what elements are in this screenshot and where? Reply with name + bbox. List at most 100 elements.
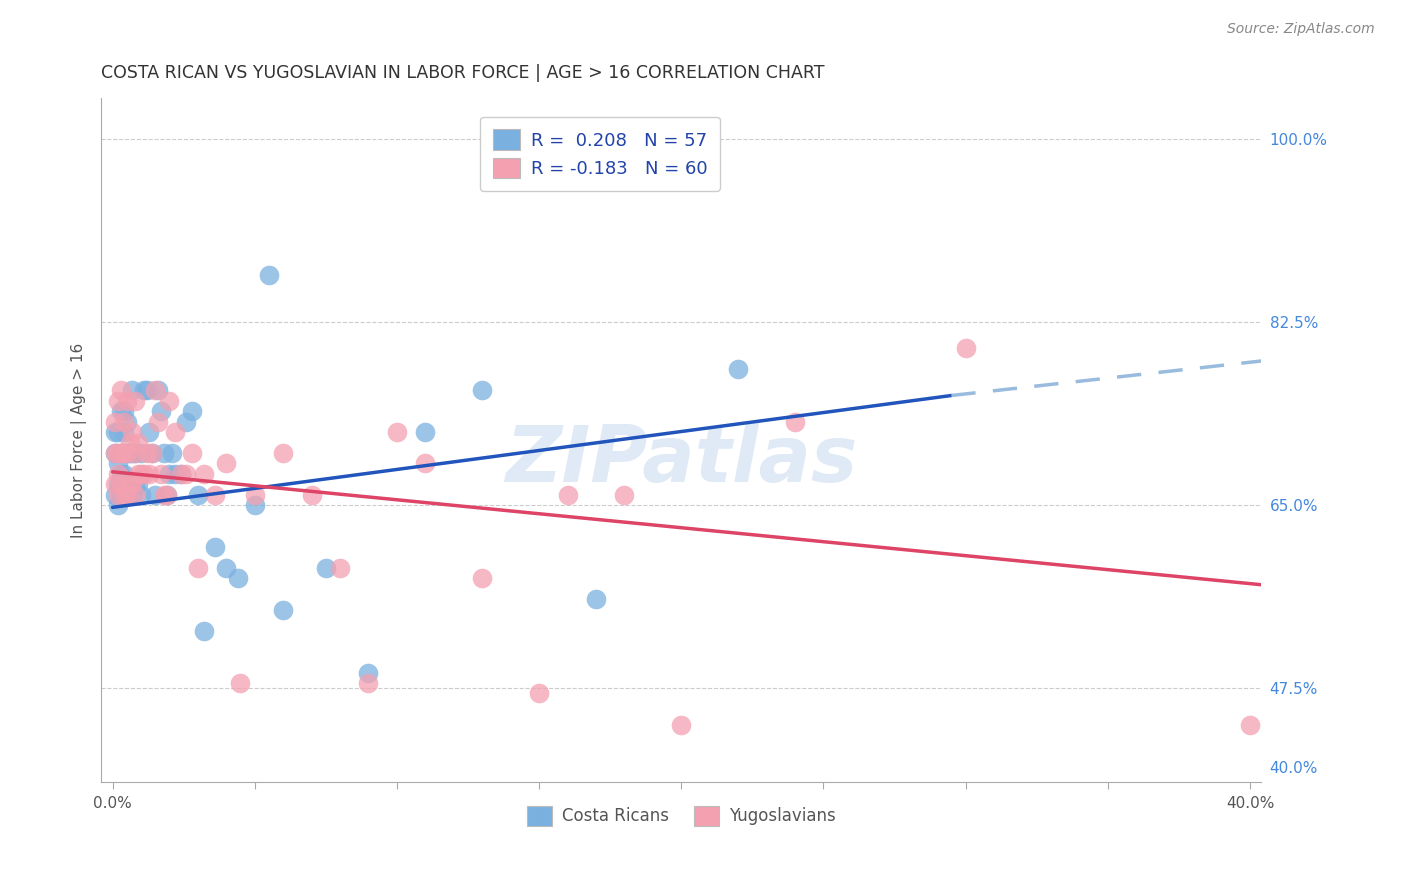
Point [170, 467, 193, 481]
Point [146, 415, 169, 429]
Point [112, 404, 135, 418]
Point [121, 477, 143, 491]
Point [107, 467, 129, 481]
Point [415, 425, 437, 439]
Point [110, 404, 132, 418]
Point [107, 393, 129, 408]
Point [671, 718, 693, 732]
Point [112, 446, 135, 460]
Point [193, 624, 215, 638]
Point [271, 446, 294, 460]
Point [471, 384, 494, 398]
Point [146, 384, 169, 398]
Point [165, 467, 187, 481]
Y-axis label: In Labor Force | Age > 16: In Labor Force | Age > 16 [72, 343, 87, 538]
Point [104, 477, 127, 491]
Point [115, 393, 138, 408]
Point [138, 467, 160, 481]
Point [155, 488, 177, 502]
Point [115, 415, 138, 429]
Point [301, 488, 323, 502]
Point [118, 446, 141, 460]
Point [204, 488, 226, 502]
Point [121, 488, 143, 502]
Point [132, 384, 155, 398]
Point [165, 425, 187, 439]
Point [124, 477, 146, 491]
Point [243, 498, 266, 512]
Point [118, 477, 141, 491]
Point [110, 384, 132, 398]
Point [115, 488, 138, 502]
Point [152, 446, 174, 460]
Legend: Costa Ricans, Yugoslavians: Costa Ricans, Yugoslavians [520, 799, 842, 832]
Point [357, 665, 380, 680]
Point [160, 446, 183, 460]
Point [124, 446, 146, 460]
Point [127, 435, 149, 450]
Point [149, 467, 172, 481]
Point [104, 415, 127, 429]
Point [135, 446, 157, 460]
Point [415, 457, 437, 471]
Point [215, 561, 238, 575]
Point [271, 603, 294, 617]
Point [176, 415, 198, 429]
Point [129, 446, 152, 460]
Point [226, 572, 249, 586]
Point [112, 415, 135, 429]
Text: COSTA RICAN VS YUGOSLAVIAN IN LABOR FORCE | AGE > 16 CORRELATION CHART: COSTA RICAN VS YUGOSLAVIAN IN LABOR FORC… [101, 64, 825, 82]
Point [118, 435, 141, 450]
Point [129, 467, 152, 481]
Point [527, 686, 550, 700]
Point [107, 425, 129, 439]
Point [107, 477, 129, 491]
Point [141, 446, 163, 460]
Point [193, 467, 215, 481]
Point [110, 477, 132, 491]
Point [127, 477, 149, 491]
Point [585, 592, 607, 607]
Point [112, 467, 135, 481]
Point [127, 467, 149, 481]
Point [613, 488, 636, 502]
Point [104, 446, 127, 460]
Text: Source: ZipAtlas.com: Source: ZipAtlas.com [1227, 22, 1375, 37]
Point [170, 467, 193, 481]
Point [176, 467, 198, 481]
Point [315, 561, 337, 575]
Point [121, 384, 143, 398]
Point [132, 467, 155, 481]
Point [107, 446, 129, 460]
Point [471, 572, 494, 586]
Point [187, 561, 209, 575]
Point [124, 488, 146, 502]
Point [152, 488, 174, 502]
Point [385, 425, 408, 439]
Point [121, 446, 143, 460]
Point [187, 488, 209, 502]
Point [118, 477, 141, 491]
Point [112, 488, 135, 502]
Point [955, 342, 977, 356]
Point [181, 446, 204, 460]
Point [257, 268, 280, 283]
Point [329, 561, 352, 575]
Point [107, 457, 129, 471]
Point [155, 488, 177, 502]
Point [357, 676, 380, 690]
Point [557, 488, 579, 502]
Point [1239, 718, 1261, 732]
Point [181, 404, 204, 418]
Point [104, 446, 127, 460]
Point [104, 488, 127, 502]
Point [157, 467, 180, 481]
Point [727, 362, 749, 376]
Point [107, 498, 129, 512]
Point [215, 457, 238, 471]
Point [115, 488, 138, 502]
Point [783, 415, 806, 429]
Point [115, 446, 138, 460]
Point [112, 425, 135, 439]
Point [115, 446, 138, 460]
